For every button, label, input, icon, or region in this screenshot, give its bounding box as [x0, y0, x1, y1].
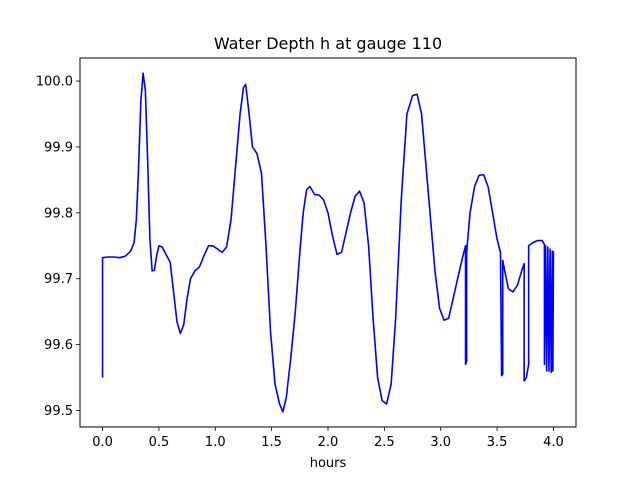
y-axis: 99.5 99.6 99.7 99.8 99.9 100.0: [36, 75, 80, 419]
x-tick-label: 2.5: [374, 435, 395, 450]
x-axis: 0.0 0.5 1.0 1.5 2.0 2.5 3.0 3.5 4.0: [92, 427, 564, 450]
plot-area: [101, 72, 555, 413]
x-tick-label: 3.0: [430, 435, 451, 450]
x-tick-label: 0.0: [92, 435, 113, 450]
y-tick-label: 99.5: [44, 404, 73, 419]
x-tick-label: 1.5: [261, 435, 282, 450]
y-tick-label: 100.0: [36, 75, 73, 90]
y-tick-label: 99.7: [44, 272, 73, 287]
x-tick-label: 3.5: [487, 435, 508, 450]
y-tick-label: 99.6: [44, 338, 73, 353]
x-tick-label: 0.5: [149, 435, 170, 450]
x-tick-label: 1.0: [205, 435, 226, 450]
x-tick-label: 4.0: [543, 435, 564, 450]
series-line: [101, 72, 555, 413]
x-axis-label: hours: [310, 456, 347, 471]
y-tick-label: 99.8: [44, 206, 73, 221]
y-tick-label: 99.9: [44, 140, 73, 155]
chart-title: Water Depth h at gauge 110: [214, 34, 442, 53]
x-tick-label: 2.0: [318, 435, 339, 450]
